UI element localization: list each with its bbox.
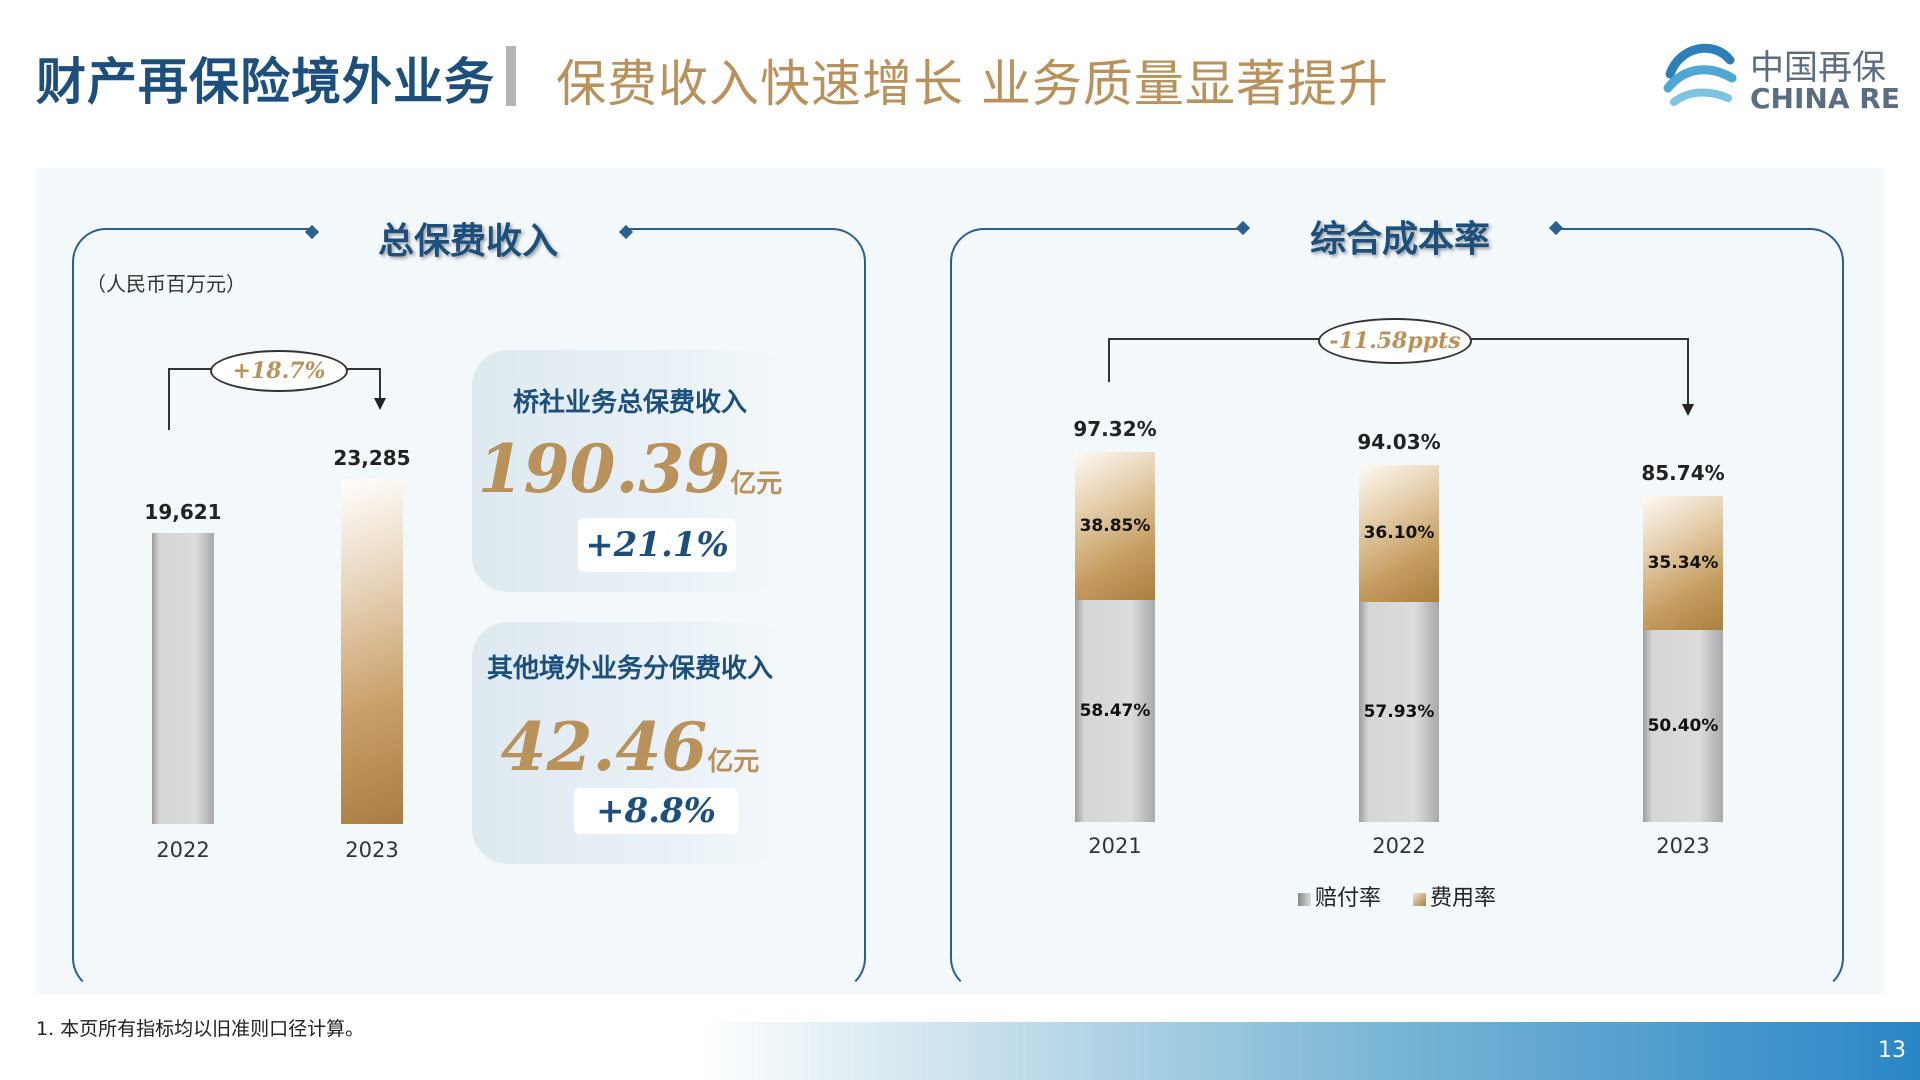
card-value-unit: 亿元 [707, 747, 760, 777]
left-panel-title: 总保费收入 [378, 221, 559, 262]
china-re-wave-icon [1663, 43, 1737, 106]
right-panel-title: 综合成本率 [1310, 219, 1491, 260]
unit-label: （人民币百万元） [86, 272, 246, 296]
footer-band [700, 1022, 1920, 1080]
loss-ratio-bar [1359, 601, 1439, 822]
connector-line [1687, 338, 1689, 406]
logo-text-en: CHINA RE [1750, 82, 1900, 115]
chart-legend: 赔付率 费用率 [1298, 880, 1496, 912]
combined-ratio-total: 85.74% [1641, 461, 1725, 486]
change-oval: -11.58ppts [1318, 318, 1472, 364]
expense-ratio-label: 38.85% [1079, 515, 1151, 536]
legend-label-expense: 费用率 [1430, 886, 1497, 911]
premium-value-label: 19,621 [144, 500, 222, 525]
card-growth: +21.1% [578, 518, 736, 572]
loss-ratio-label: 50.40% [1647, 716, 1719, 737]
card-value: 42.46亿元 [472, 708, 788, 786]
logo-text-cn: 中国再保 [1750, 48, 1886, 88]
premium-bar [152, 533, 214, 824]
company-logo: 中国再保 CHINA RE [1662, 38, 1902, 118]
legend-swatch-loss [1298, 892, 1311, 906]
legend-label-loss: 赔付率 [1315, 886, 1382, 911]
page-subtitle: 保费收入快速增长 业务质量显著提升 [556, 55, 1389, 113]
legend-swatch-expense [1413, 892, 1427, 906]
combined-ratio-total: 94.03% [1357, 429, 1441, 454]
title-divider [506, 46, 516, 106]
combined-ratio-year: 2021 [1088, 834, 1142, 858]
loss-ratio-bar [1643, 630, 1723, 822]
expense-ratio-bar [1359, 464, 1439, 602]
connector-line [1108, 338, 1110, 382]
card-value-unit: 亿元 [730, 469, 783, 499]
card-other-overseas: 其他境外业务分保费收入 42.46亿元 +8.8% [472, 622, 788, 864]
card-value-number: 190.39 [477, 430, 731, 508]
page-number: 13 [1878, 1038, 1906, 1063]
expense-ratio-bar [1075, 452, 1155, 600]
expense-ratio-label: 35.34% [1647, 553, 1719, 574]
card-value-number: 42.46 [500, 708, 708, 786]
page-title: 财产再保险境外业务 [36, 53, 495, 111]
premium-value-label: 23,285 [333, 445, 411, 470]
footnote: 1. 本页所有指标均以旧准则口径计算。 [36, 1018, 365, 1040]
premium-year-label: 2023 [345, 838, 399, 862]
connector-line [168, 368, 170, 430]
card-value: 190.39亿元 [472, 430, 788, 508]
card-qiaoshe: 桥社业务总保费收入 190.39亿元 +21.1% [472, 350, 788, 592]
card-growth: +8.8% [574, 788, 738, 834]
premium-bar [341, 478, 403, 824]
card-title: 其他境外业务分保费收入 [486, 654, 773, 684]
combined-ratio-total: 97.32% [1073, 417, 1157, 442]
expense-ratio-bar [1643, 496, 1723, 631]
loss-ratio-bar [1075, 599, 1155, 822]
card-title: 桥社业务总保费收入 [512, 388, 747, 418]
loss-ratio-label: 57.93% [1363, 701, 1435, 722]
combined-ratio-year: 2023 [1656, 834, 1710, 858]
expense-ratio-label: 36.10% [1363, 523, 1435, 544]
loss-ratio-label: 58.47% [1079, 700, 1151, 721]
arrow-down-icon [1682, 404, 1694, 416]
combined-ratio-year: 2022 [1372, 834, 1426, 858]
growth-oval: +18.7% [210, 350, 348, 392]
connector-line [379, 368, 381, 398]
arrow-down-icon [374, 398, 386, 410]
premium-year-label: 2022 [156, 838, 210, 862]
